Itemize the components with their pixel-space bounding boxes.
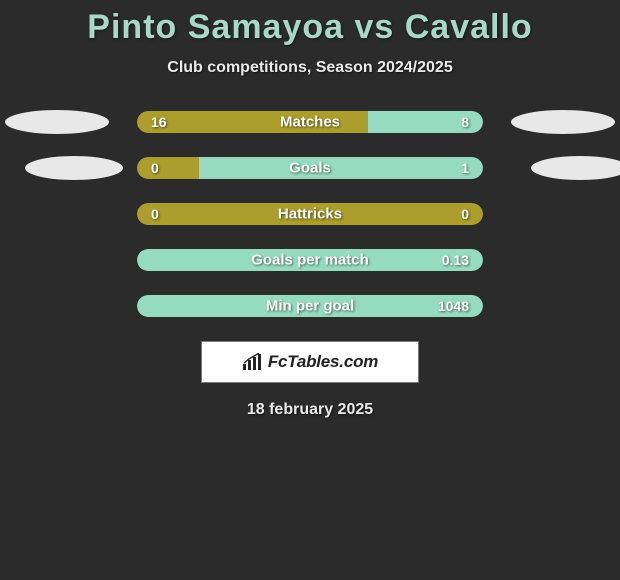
player-avatar-left bbox=[5, 110, 109, 134]
footer-date: 18 february 2025 bbox=[0, 401, 620, 419]
stat-bar: Hattricks0 0 bbox=[137, 203, 483, 225]
chart-bars-icon bbox=[242, 353, 264, 371]
page-subtitle: Club competitions, Season 2024/2025 bbox=[0, 59, 620, 77]
stat-value-left: 0 bbox=[151, 160, 159, 176]
footer-brand-box: FcTables.com bbox=[201, 341, 419, 383]
stat-value-right: 8 bbox=[461, 114, 469, 130]
stat-value-right: 1048 bbox=[438, 298, 469, 314]
stat-value-left: 16 bbox=[151, 114, 167, 130]
stat-bar: Matches16 8 bbox=[137, 111, 483, 133]
footer-brand-text: FcTables.com bbox=[268, 352, 378, 372]
stat-value-right: 0.13 bbox=[442, 252, 469, 268]
stat-row: Min per goal1048 bbox=[0, 295, 620, 317]
stat-bar: Goals0 1 bbox=[137, 157, 483, 179]
stat-row: Matches16 8 bbox=[0, 111, 620, 133]
stat-row: Goals0 1 bbox=[0, 157, 620, 179]
stat-label: Hattricks bbox=[137, 206, 483, 223]
stat-label: Goals per match bbox=[137, 252, 483, 269]
stat-bar: Goals per match0.13 bbox=[137, 249, 483, 271]
page-title: Pinto Samayoa vs Cavallo bbox=[0, 0, 620, 47]
stats-container: Matches168Goals01Hattricks00Goals per ma… bbox=[0, 111, 620, 317]
stat-value-left: 0 bbox=[151, 206, 159, 222]
player-avatar-right bbox=[531, 156, 620, 180]
stat-bar: Min per goal1048 bbox=[137, 295, 483, 317]
stat-value-right: 1 bbox=[461, 160, 469, 176]
stat-row: Hattricks0 0 bbox=[0, 203, 620, 225]
stat-value-right: 0 bbox=[461, 206, 469, 222]
stat-row: Goals per match0.13 bbox=[0, 249, 620, 271]
player-avatar-right bbox=[511, 110, 615, 134]
stat-label: Min per goal bbox=[137, 298, 483, 315]
stat-label: Matches bbox=[137, 114, 483, 131]
player-avatar-left bbox=[25, 156, 123, 180]
stat-label: Goals bbox=[137, 160, 483, 177]
